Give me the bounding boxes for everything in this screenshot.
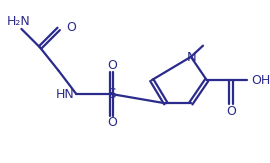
Text: N: N — [187, 51, 197, 64]
Text: S: S — [107, 87, 116, 101]
Text: H₂N: H₂N — [7, 15, 31, 28]
Text: O: O — [107, 59, 117, 72]
Text: HN: HN — [56, 88, 75, 101]
Text: O: O — [226, 105, 236, 118]
Text: O: O — [107, 116, 117, 129]
Text: O: O — [66, 22, 76, 34]
Text: OH: OH — [251, 74, 270, 87]
